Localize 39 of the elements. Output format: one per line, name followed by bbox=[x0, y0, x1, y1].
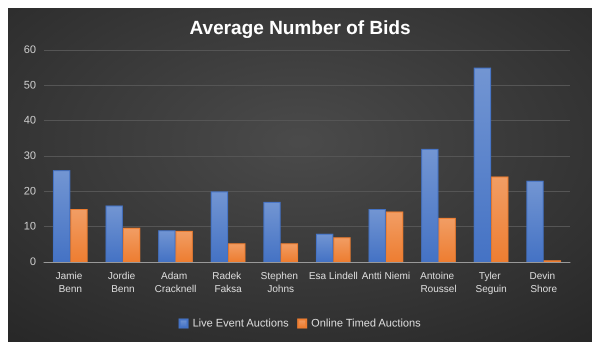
y-tick-label: 20 bbox=[24, 185, 36, 198]
bar bbox=[438, 218, 456, 262]
bar bbox=[176, 230, 193, 262]
y-tick-label: 10 bbox=[24, 220, 36, 233]
y-tick-label: 30 bbox=[24, 150, 36, 162]
y-tick-label: 50 bbox=[24, 79, 36, 92]
bar bbox=[158, 230, 176, 262]
x-tick-label: Stephen Johns bbox=[260, 271, 301, 295]
bar bbox=[106, 205, 123, 262]
x-tick-label: Devin Shore bbox=[530, 271, 558, 295]
bar bbox=[228, 243, 246, 262]
bar bbox=[70, 209, 88, 262]
x-tick-label: Tyler Seguin bbox=[476, 271, 507, 295]
x-tick-label: Adam Cracknell bbox=[154, 271, 196, 295]
bar bbox=[263, 202, 281, 262]
bar bbox=[210, 191, 228, 262]
bar bbox=[526, 180, 544, 262]
x-tick-label: Radek Faksa bbox=[212, 271, 244, 295]
x-tick-label: Antti Niemi bbox=[362, 271, 410, 282]
bar bbox=[52, 170, 70, 262]
x-tick-label: Jordie Benn bbox=[108, 271, 138, 295]
bar bbox=[316, 234, 334, 262]
y-tick-label: 60 bbox=[24, 44, 36, 56]
y-tick-label: 40 bbox=[24, 114, 36, 127]
chart-title: Average Number of Bids bbox=[189, 18, 411, 39]
bar bbox=[491, 176, 508, 262]
x-tick-label: Antoine Roussel bbox=[420, 271, 457, 295]
y-tick-label: 0 bbox=[30, 256, 36, 268]
legend-label: Online Timed Auctions bbox=[311, 318, 422, 330]
x-tick-label: Esa Lindell bbox=[308, 271, 358, 282]
bar bbox=[421, 148, 438, 262]
bar bbox=[386, 211, 404, 262]
bar bbox=[474, 68, 492, 262]
bar bbox=[280, 243, 298, 262]
legend-label: Live Event Auctions bbox=[192, 318, 290, 330]
bar bbox=[333, 237, 351, 262]
x-tick-label: Jamie Benn bbox=[56, 271, 86, 295]
bar bbox=[122, 228, 140, 262]
bar bbox=[368, 209, 386, 262]
